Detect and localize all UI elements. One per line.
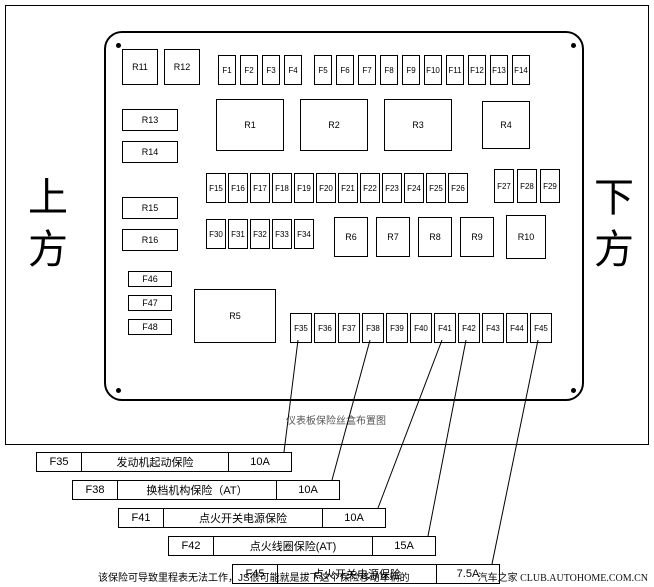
- fuse-F9: F9: [402, 55, 420, 85]
- label-bottom-side: 下方: [590, 176, 630, 280]
- box-R4: R4: [482, 101, 530, 149]
- fuse-F2: F2: [240, 55, 258, 85]
- box-R7: R7: [376, 217, 410, 257]
- fuse-F26: F26: [448, 173, 468, 203]
- box-R14: R14: [122, 141, 178, 163]
- fuse-F6: F6: [336, 55, 354, 85]
- box-F48: F48: [128, 319, 172, 335]
- box-R15: R15: [122, 197, 178, 219]
- fuse-F11: F11: [446, 55, 464, 85]
- fuse-F32: F32: [250, 219, 270, 249]
- box-R1: R1: [216, 99, 284, 151]
- legend-cell-F35-2: 10A: [228, 452, 292, 472]
- fusebox-panel: R11R12R13R14R15R16F46F47F48R1R2R3R4R6R7R…: [104, 31, 584, 401]
- fuse-F5: F5: [314, 55, 332, 85]
- fuse-F18: F18: [272, 173, 292, 203]
- box-R13: R13: [122, 109, 178, 131]
- box-R3: R3: [384, 99, 452, 151]
- fuse-F21: F21: [338, 173, 358, 203]
- fuse-F31: F31: [228, 219, 248, 249]
- fuse-F23: F23: [382, 173, 402, 203]
- fuse-F37: F37: [338, 313, 360, 343]
- box-R10: R10: [506, 215, 546, 259]
- fuse-F1: F1: [218, 55, 236, 85]
- box-R8: R8: [418, 217, 452, 257]
- fuse-F7: F7: [358, 55, 376, 85]
- legend-cell-F42-1: 点火线圈保险(AT): [213, 536, 373, 556]
- legend-cell-F41-2: 10A: [322, 508, 386, 528]
- box-R12: R12: [164, 49, 200, 85]
- panel-screw-2: [116, 388, 121, 393]
- fuse-F15: F15: [206, 173, 226, 203]
- fuse-F27: F27: [494, 169, 514, 203]
- fuse-F4: F4: [284, 55, 302, 85]
- fuse-F35: F35: [290, 313, 312, 343]
- legend-cell-F42-2: 15A: [372, 536, 436, 556]
- fuse-F14: F14: [512, 55, 530, 85]
- footer-watermark: 汽车之家 CLUB.AUTOHOME.COM.CN: [478, 569, 648, 584]
- fuse-F12: F12: [468, 55, 486, 85]
- fuse-F36: F36: [314, 313, 336, 343]
- box-R9: R9: [460, 217, 494, 257]
- legend-row-F41: F41点火开关电源保险10A: [118, 508, 385, 528]
- panel-screw-0: [116, 43, 121, 48]
- panel-caption: 仪表板保险丝盒布置图: [286, 412, 386, 427]
- fuse-F25: F25: [426, 173, 446, 203]
- fuse-F30: F30: [206, 219, 226, 249]
- box-R6: R6: [334, 217, 368, 257]
- box-F47: F47: [128, 295, 172, 311]
- fuse-F40: F40: [410, 313, 432, 343]
- box-F46: F46: [128, 271, 172, 287]
- fuse-F34: F34: [294, 219, 314, 249]
- fuse-F19: F19: [294, 173, 314, 203]
- fuse-F8: F8: [380, 55, 398, 85]
- legend-cell-F41-1: 点火开关电源保险: [163, 508, 323, 528]
- legend-cell-F35-1: 发动机起动保险: [81, 452, 229, 472]
- footer-note: 该保险可导致里程表无法工作，JS很可能就是拔下这个保险移动车辆的: [98, 569, 410, 584]
- fuse-F28: F28: [517, 169, 537, 203]
- fuse-F22: F22: [360, 173, 380, 203]
- box-R16: R16: [122, 229, 178, 251]
- fuse-F3: F3: [262, 55, 280, 85]
- fuse-F16: F16: [228, 173, 248, 203]
- panel-screw-1: [571, 43, 576, 48]
- box-R2: R2: [300, 99, 368, 151]
- legend-row-F38: F38换档机构保险（AT）10A: [72, 480, 339, 500]
- legend-cell-F35-0: F35: [36, 452, 82, 472]
- legend-cell-F38-0: F38: [72, 480, 118, 500]
- box-R11: R11: [122, 49, 158, 85]
- fuse-F45: F45: [530, 313, 552, 343]
- fuse-F20: F20: [316, 173, 336, 203]
- fuse-F24: F24: [404, 173, 424, 203]
- label-top-side: 上方: [24, 176, 64, 280]
- legend-cell-F42-0: F42: [168, 536, 214, 556]
- box-R5: R5: [194, 289, 276, 343]
- fuse-F13: F13: [490, 55, 508, 85]
- fuse-F39: F39: [386, 313, 408, 343]
- legend-cell-F38-1: 换档机构保险（AT）: [117, 480, 277, 500]
- fuse-F10: F10: [424, 55, 442, 85]
- fuse-F42: F42: [458, 313, 480, 343]
- fuse-F29: F29: [540, 169, 560, 203]
- legend-row-F42: F42点火线圈保险(AT)15A: [168, 536, 435, 556]
- fuse-F43: F43: [482, 313, 504, 343]
- fuse-F17: F17: [250, 173, 270, 203]
- fuse-F38: F38: [362, 313, 384, 343]
- legend-row-F35: F35发动机起动保险10A: [36, 452, 291, 472]
- fuse-F41: F41: [434, 313, 456, 343]
- panel-screw-3: [571, 388, 576, 393]
- outer-frame: 上方 下方 R11R12 R13 R14 R15 R16 F46 F47 F48 R1 R2 R3 R…: [5, 5, 649, 445]
- fuse-F33: F33: [272, 219, 292, 249]
- legend-cell-F41-0: F41: [118, 508, 164, 528]
- legend-cell-F38-2: 10A: [276, 480, 340, 500]
- fuse-F44: F44: [506, 313, 528, 343]
